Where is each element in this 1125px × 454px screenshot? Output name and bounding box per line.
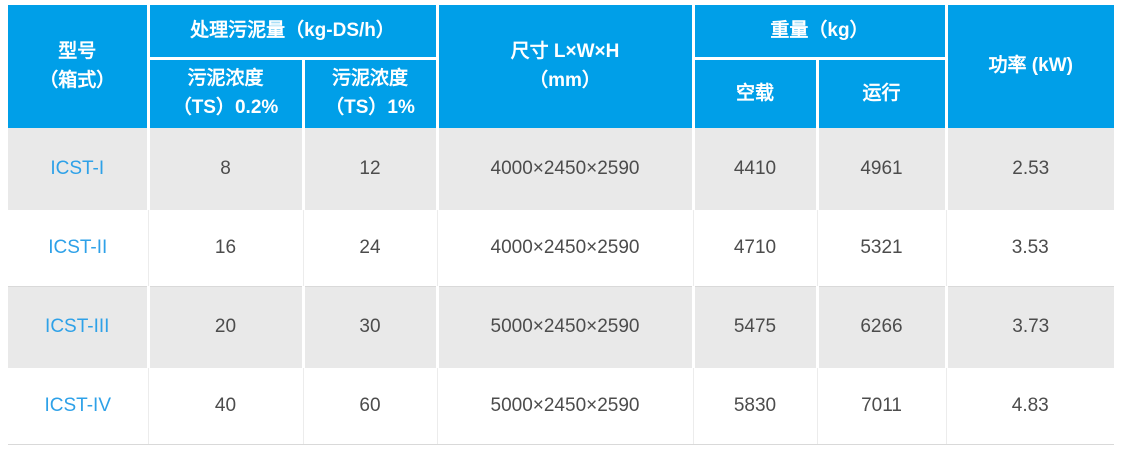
header-capacity-group: 处理污泥量（kg-DS/h） — [148, 5, 439, 60]
power-cell: 3.73 — [1012, 316, 1050, 338]
empty-weight-cell: 4710 — [693, 210, 818, 287]
power-cell: 3.53 — [946, 210, 1114, 287]
empty-weight-cell: 5475 — [693, 286, 819, 368]
empty-weight-cell: 5830 — [693, 368, 818, 445]
model-cell: ICST-I — [8, 128, 150, 210]
size-cell: 4000×2450×2590 — [437, 210, 694, 287]
table-row: ICST-IV 40 60 5000×2450×2590 5830 7011 4… — [8, 368, 1114, 445]
table-header: 型号 （箱式） 处理污泥量（kg-DS/h） 尺寸 L×W×H （mm） 重量（… — [8, 5, 1114, 128]
ts02-cell: 16 — [148, 210, 304, 287]
product-spec-table: 型号 （箱式） 处理污泥量（kg-DS/h） 尺寸 L×W×H （mm） 重量（… — [8, 5, 1114, 445]
header-power: 功率 (kW) — [946, 5, 1114, 128]
running-weight-cell: 4961 — [817, 128, 948, 210]
running-weight-cell: 7011 — [817, 368, 947, 445]
running-weight-cell: 6266 — [817, 286, 948, 368]
power-cell: 2.53 — [1012, 158, 1050, 179]
model-cell: ICST-IV — [8, 368, 149, 445]
header-ts-1: 污泥浓度 （TS）1% — [303, 58, 439, 128]
header-ts-02: 污泥浓度 （TS）0.2% — [148, 58, 305, 128]
running-weight-cell: 5321 — [817, 210, 947, 287]
ts1-cell: 60 — [303, 368, 438, 445]
size-cell: 4000×2450×2590 — [437, 128, 695, 210]
table-body: ICST-I 8 12 4000×2450×2590 4410 4961 2.5… — [8, 128, 1114, 445]
spec-table-container: 型号 （箱式） 处理污泥量（kg-DS/h） 尺寸 L×W×H （mm） 重量（… — [8, 5, 1114, 445]
ts02-cell: 40 — [148, 368, 304, 445]
ts1-cell: 12 — [303, 128, 439, 210]
ts1-cell: 30 — [303, 286, 439, 368]
ts02-cell: 8 — [148, 128, 305, 210]
model-cell: ICST-II — [8, 210, 149, 287]
header-running-load: 运行 — [817, 58, 948, 128]
header-weight-group: 重量（kg） — [693, 5, 948, 60]
table-row: ICST-II 16 24 4000×2450×2590 4710 5321 3… — [8, 210, 1114, 287]
ts02-cell: 20 — [148, 286, 305, 368]
size-cell: 5000×2450×2590 — [437, 286, 695, 368]
table-row: ICST-I 8 12 4000×2450×2590 4410 4961 2.5… — [8, 128, 1114, 210]
header-size: 尺寸 L×W×H （mm） — [437, 5, 695, 128]
header-empty-load: 空载 — [693, 58, 819, 128]
header-model: 型号 （箱式） — [8, 5, 150, 128]
power-cell: 4.83 — [946, 368, 1114, 445]
model-cell: ICST-III — [8, 286, 150, 368]
table-row: ICST-III 20 30 5000×2450×2590 5475 6266 … — [8, 286, 1114, 368]
size-cell: 5000×2450×2590 — [437, 368, 694, 445]
ts1-cell: 24 — [303, 210, 438, 287]
empty-weight-cell: 4410 — [693, 128, 819, 210]
